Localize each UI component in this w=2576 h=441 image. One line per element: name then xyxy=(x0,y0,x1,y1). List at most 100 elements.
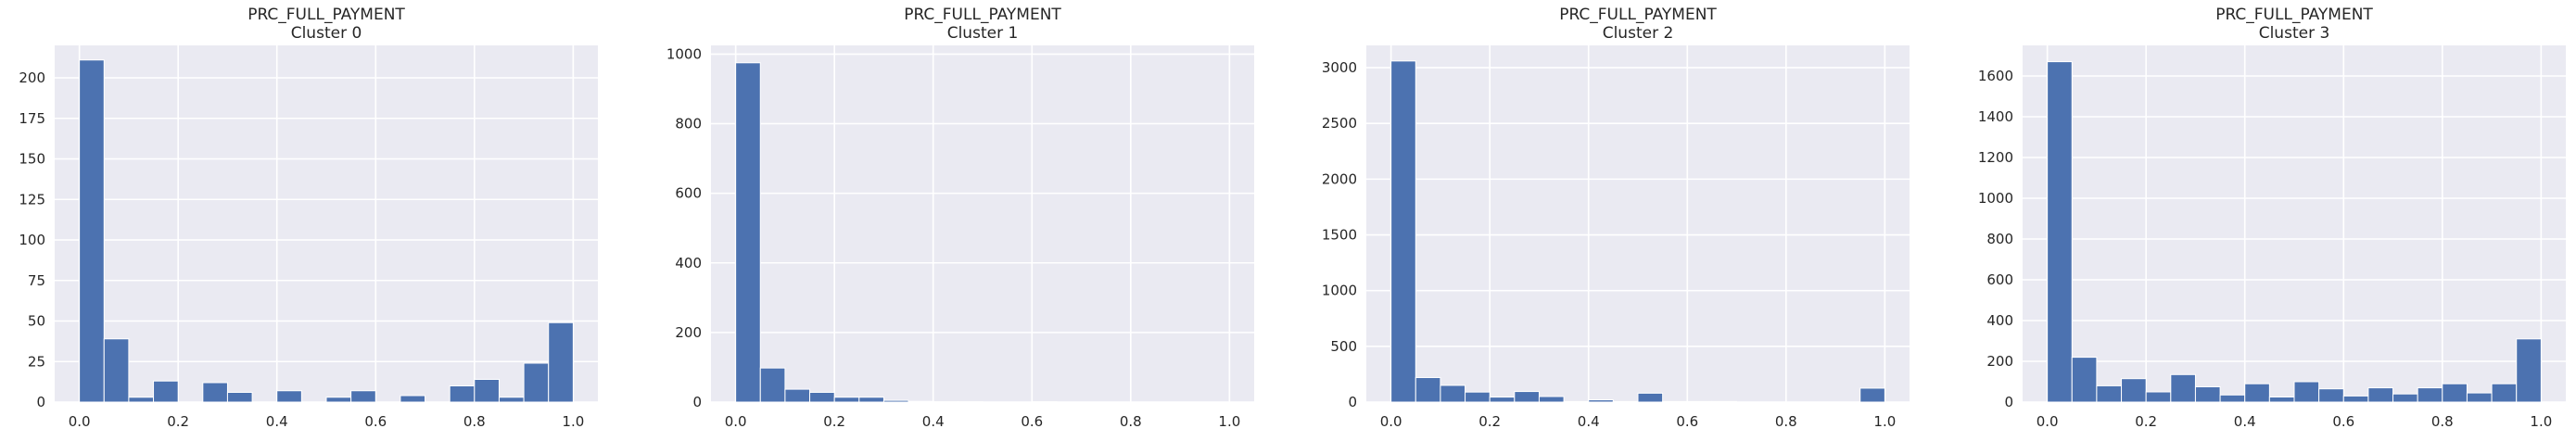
x-tick-label: 1.0 xyxy=(1218,413,1240,430)
y-tick-label: 1200 xyxy=(1978,149,2013,166)
histogram-bar xyxy=(2268,397,2295,403)
histogram-bar xyxy=(2417,387,2443,403)
x-tick-label: 0.8 xyxy=(1775,413,1797,430)
x-tick-label: 0.4 xyxy=(1578,413,1600,430)
y-tick-label: 400 xyxy=(1986,312,2013,329)
histogram-bar xyxy=(1415,377,1441,403)
y-tick-label: 1600 xyxy=(1978,68,2013,84)
chart-panel-0: 0.0 0.2 0.4 0.6 0.8 1.0 0 25 50 75 100 125 150 175 200… xyxy=(19,6,598,430)
x-tick-label: 0.2 xyxy=(1478,413,1501,430)
histogram-bar xyxy=(1440,384,1466,403)
histogram-bar xyxy=(833,397,860,403)
chart-subtitle: Cluster 1 xyxy=(947,24,1019,43)
x-tick-label: 0.4 xyxy=(922,413,945,430)
histogram-bar xyxy=(523,362,550,403)
y-tick-label: 1500 xyxy=(1322,227,1357,244)
y-tick-label: 200 xyxy=(675,324,702,341)
histogram-bar xyxy=(2318,388,2344,403)
histogram-bar xyxy=(735,62,761,403)
histogram-bar xyxy=(1637,392,1664,403)
histogram-bar xyxy=(784,388,811,403)
histogram-bar xyxy=(2516,338,2542,403)
y-tick-label: 25 xyxy=(28,353,45,370)
x-tick-label: 0.8 xyxy=(1120,413,1142,430)
histogram-bar xyxy=(809,391,835,403)
y-tick-label: 3000 xyxy=(1322,59,1357,76)
y-tick-label: 1400 xyxy=(1978,108,2013,125)
x-tick-label: 0.6 xyxy=(364,413,387,430)
plot-area xyxy=(1366,45,1910,402)
x-tick-label: 0.6 xyxy=(2332,413,2354,430)
histogram-bar xyxy=(1686,400,1713,403)
y-tick-label: 150 xyxy=(19,151,45,168)
histogram-bar xyxy=(128,397,155,403)
chart-panel-1: 0.0 0.2 0.4 0.6 0.8 1.0 0 200 400 600 800 1000 PRC_F… xyxy=(666,6,1254,430)
plot-area xyxy=(711,45,1254,402)
y-tick-label: 1000 xyxy=(1322,283,1357,299)
x-tick-label: 0.0 xyxy=(69,413,91,430)
y-tick-label: 400 xyxy=(675,255,702,271)
y-tick-label: 2000 xyxy=(1322,170,1357,187)
histogram-bar xyxy=(2293,381,2320,403)
histogram-bar xyxy=(1859,387,1885,403)
y-tick-label: 0 xyxy=(36,394,45,410)
histogram-bar xyxy=(103,338,130,403)
x-tick-label: 0.0 xyxy=(2037,413,2059,430)
x-tick-label: 0.6 xyxy=(1676,413,1698,430)
y-tick-label: 600 xyxy=(675,185,702,202)
histogram-bar xyxy=(498,397,525,403)
histogram-bar xyxy=(449,385,476,403)
x-tick-label: 1.0 xyxy=(2530,413,2552,430)
histogram-bar xyxy=(2466,392,2493,403)
chart-subtitle: Cluster 2 xyxy=(1603,24,1674,43)
histogram-bar xyxy=(1662,400,1688,403)
histogram-bar xyxy=(1538,396,1565,403)
histogram-bar xyxy=(907,400,934,403)
histogram-bar xyxy=(2096,384,2123,403)
histogram-bar xyxy=(2219,394,2246,403)
chart-panel-3: 0.0 0.2 0.4 0.6 0.8 1.0 0 200 400 600 800 1000 1200 1… xyxy=(1978,6,2566,430)
histogram-bar xyxy=(153,380,179,403)
histogram-bar xyxy=(1711,400,1738,403)
histogram-bar xyxy=(226,392,253,403)
histogram-bar xyxy=(1390,60,1416,403)
chart-panel-2: 0.0 0.2 0.4 0.6 0.8 1.0 0 500 1000 1500 2000 2500 30… xyxy=(1322,6,1910,430)
chart-subtitle: Cluster 0 xyxy=(291,24,362,43)
y-tick-label: 200 xyxy=(1986,353,2013,370)
histogram-bar xyxy=(1612,400,1639,403)
histogram-bar xyxy=(2121,378,2147,403)
x-tick-label: 0.8 xyxy=(463,413,486,430)
histogram-bar xyxy=(1514,391,1540,403)
histogram-bar xyxy=(2342,395,2369,403)
histogram-bar xyxy=(2491,383,2518,403)
y-tick-label: 200 xyxy=(19,69,45,86)
histogram-bar xyxy=(548,321,574,403)
y-tick-label: 50 xyxy=(28,313,45,330)
histogram-bar xyxy=(474,379,500,403)
x-tick-label: 0.4 xyxy=(266,413,288,430)
x-tick-label: 0.2 xyxy=(823,413,845,430)
histogram-bar xyxy=(2367,387,2394,403)
histogram-bar xyxy=(1465,391,1491,403)
y-tick-label: 500 xyxy=(1330,338,1357,355)
y-tick-label: 175 xyxy=(19,110,45,127)
histogram-bar xyxy=(79,59,105,403)
histogram-bar xyxy=(2244,383,2270,403)
histogram-bar xyxy=(759,367,786,403)
histogram-bar xyxy=(2145,391,2172,403)
histogram-bar xyxy=(2170,373,2196,403)
histogram-bar xyxy=(276,390,302,403)
histogram-bar xyxy=(350,390,376,403)
chart-title: PRC_FULL_PAYMENT xyxy=(904,6,1061,24)
x-tick-label: 0.0 xyxy=(1380,413,1402,430)
x-tick-label: 0.8 xyxy=(2431,413,2454,430)
x-tick-label: 0.6 xyxy=(1021,413,1043,430)
chart-title: PRC_FULL_PAYMENT xyxy=(2215,6,2373,24)
histogram-bar xyxy=(2442,383,2468,403)
chart-title: PRC_FULL_PAYMENT xyxy=(1559,6,1717,24)
histogram-bar xyxy=(2047,61,2073,403)
y-tick-label: 1000 xyxy=(1978,190,2013,207)
y-tick-label: 0 xyxy=(2004,394,2013,410)
histogram-bar xyxy=(858,397,884,403)
